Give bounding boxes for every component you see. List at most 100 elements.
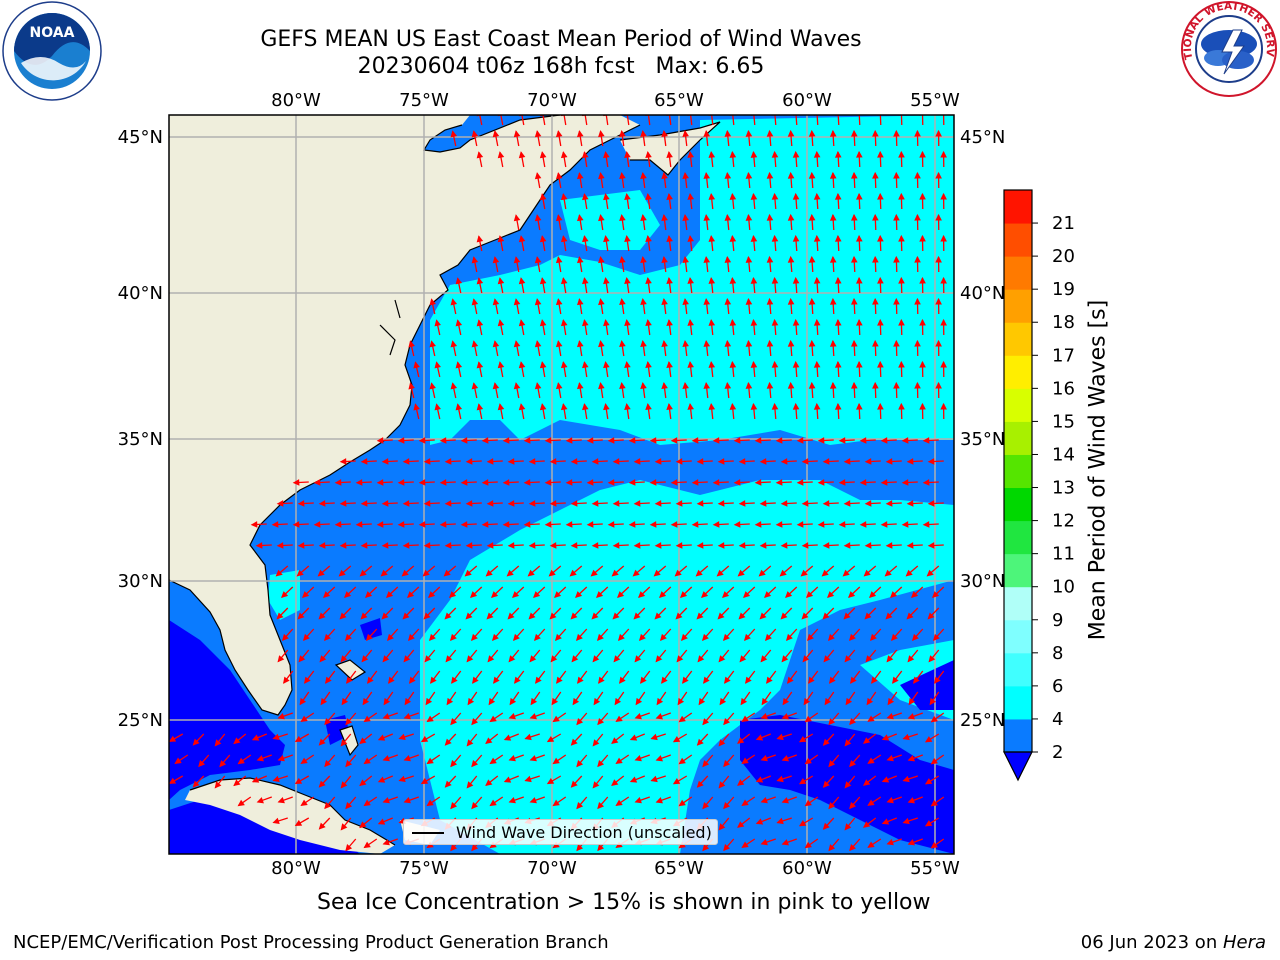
wind-wave-arrowhead: [645, 361, 652, 369]
wind-wave-arrowhead: [828, 718, 836, 726]
wind-wave-arrowhead: [872, 129, 879, 137]
wind-wave-arrowhead: [407, 591, 415, 599]
lat-label-left: 40°N: [118, 283, 163, 304]
wind-wave-arrowhead: [576, 802, 584, 810]
wind-wave-arrowhead: [300, 715, 308, 723]
wind-wave-arrowhead: [654, 542, 662, 549]
wind-wave-arrowhead: [403, 713, 411, 720]
wind-wave-arrowhead: [930, 757, 938, 765]
wind-wave-arrowhead: [828, 844, 836, 852]
wind-wave-arrowhead: [192, 780, 200, 788]
wind-wave-arrowhead: [907, 839, 915, 846]
lon-label-top: 75°W: [399, 90, 449, 111]
wind-wave-arrowhead: [724, 171, 732, 179]
wind-wave-arrowhead: [729, 402, 737, 410]
wind-wave-arrowhead: [829, 297, 837, 305]
wind-wave-arrowhead: [676, 655, 684, 663]
wind-wave-arrowhead: [801, 500, 809, 507]
wind-wave-arrowhead: [294, 735, 303, 743]
wind-wave-arrowhead: [771, 402, 779, 410]
wind-wave-arrowhead: [678, 715, 686, 723]
wind-wave-arrowhead: [426, 799, 434, 807]
wind-wave-arrowhead: [913, 676, 920, 684]
wind-wave-arrowhead: [615, 715, 623, 723]
wind-wave-arrowhead: [724, 129, 732, 137]
wind-wave-arrowhead: [729, 318, 737, 326]
wind-wave-arrowhead: [340, 655, 348, 663]
wind-wave-arrow: [816, 115, 819, 126]
wind-wave-arrowhead: [408, 340, 415, 348]
wind-wave-arrowhead: [645, 151, 652, 159]
wind-wave-arrowhead: [926, 569, 934, 577]
wind-wave-arrowhead: [884, 569, 892, 577]
wind-wave-arrowhead: [297, 612, 305, 620]
wind-wave-arrowhead: [367, 676, 374, 684]
wind-wave-arrowhead: [633, 458, 641, 465]
wind-wave-arrowhead: [666, 277, 673, 284]
wind-wave-arrowhead: [506, 569, 514, 577]
wind-wave-arrowhead: [670, 437, 678, 444]
wind-wave-arrowhead: [523, 437, 531, 444]
wind-wave-arrow: [626, 115, 630, 126]
wind-wave-arrowhead: [323, 591, 331, 599]
wind-wave-arrowhead: [932, 591, 940, 599]
wind-wave-arrowhead: [914, 129, 921, 137]
wind-wave-arrowhead: [872, 339, 879, 347]
wind-wave-arrowhead: [935, 129, 942, 137]
wind-wave-arrowhead: [677, 697, 685, 706]
wind-wave-arrowhead: [598, 676, 605, 684]
colorbar-tick-label: 12: [1052, 511, 1075, 532]
wind-wave-arrowhead: [806, 591, 814, 599]
wind-wave-arrowhead: [672, 735, 681, 743]
wind-wave-arrowhead: [919, 402, 926, 410]
wind-wave-arrowhead: [534, 382, 542, 390]
wind-wave-arrowhead: [377, 776, 386, 783]
wind-wave-arrowhead: [534, 256, 542, 264]
colorbar-segment: [1004, 190, 1032, 224]
wind-wave-arrowhead: [381, 612, 389, 620]
wind-wave-arrowhead: [880, 479, 888, 486]
wind-wave-arrowhead: [718, 823, 726, 831]
wind-wave-arrowhead: [907, 755, 915, 762]
wind-wave-arrowhead: [666, 193, 673, 200]
wind-wave-arrowhead: [935, 297, 942, 305]
wind-wave-arrowhead: [666, 319, 673, 326]
wind-wave-arrowhead: [696, 780, 704, 788]
wind-wave-arrowhead: [780, 500, 788, 507]
wind-wave-arrowhead: [377, 734, 386, 741]
wind-wave-arrowhead: [792, 276, 800, 284]
wind-wave-arrowhead: [365, 633, 373, 641]
wind-wave-arrowhead: [661, 382, 668, 389]
wind-wave-arrowhead: [701, 633, 709, 641]
wind-wave-arrowhead: [624, 319, 631, 327]
colorbar-tick-label: 21: [1052, 213, 1075, 234]
wind-wave-arrowhead: [299, 697, 307, 706]
wind-wave-arrowhead: [577, 676, 584, 684]
wind-wave-arrowhead: [476, 361, 484, 369]
wind-wave-arrowhead: [272, 733, 280, 741]
wind-wave-arrowhead: [485, 569, 493, 577]
wind-wave-arrow: [837, 115, 840, 126]
wind-wave-arrowhead: [856, 318, 863, 326]
wind-wave-arrowhead: [359, 569, 367, 577]
wind-wave-arrowhead: [906, 458, 914, 465]
wind-wave-arrowhead: [656, 697, 664, 706]
wind-wave-arrowhead: [386, 633, 394, 641]
wind-wave-arrowhead: [591, 612, 599, 620]
colorbar-segment: [1004, 487, 1032, 522]
lon-label-top: 60°W: [782, 90, 832, 111]
wind-wave-arrow: [753, 115, 756, 126]
machine-name: Hera: [1222, 932, 1266, 953]
wind-wave-arrow: [689, 115, 693, 126]
map-area: [169, 115, 954, 854]
wind-wave-arrowhead: [465, 458, 473, 465]
wind-wave-arrowhead: [492, 382, 500, 390]
wind-wave-arrowhead: [922, 521, 930, 528]
wind-wave-arrowhead: [759, 612, 767, 620]
wind-wave-arrowhead: [565, 479, 573, 486]
wind-wave-arrowhead: [934, 676, 941, 684]
wind-wave-arrowhead: [512, 633, 520, 641]
wind-wave-arrowhead: [801, 612, 809, 620]
wind-wave-arrow: [563, 115, 567, 126]
wind-wave-arrow: [668, 115, 672, 126]
